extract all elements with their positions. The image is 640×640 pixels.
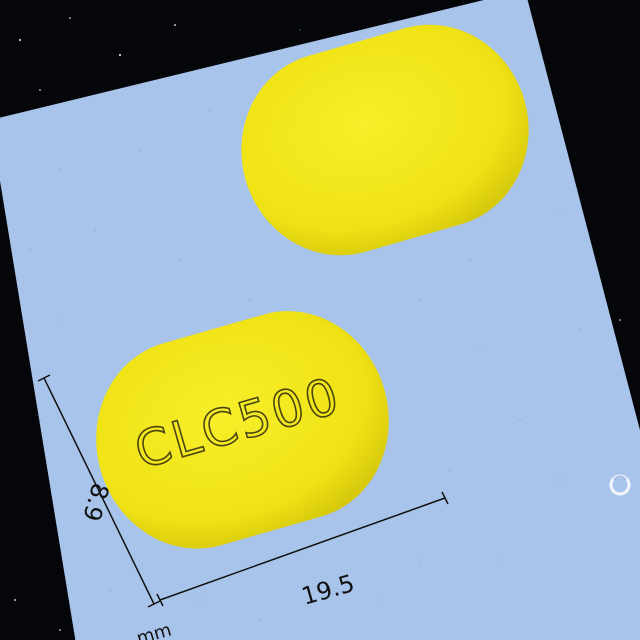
width-dimension	[156, 491, 449, 607]
watermark-logo-icon	[609, 474, 631, 496]
tablet-back	[241, 24, 529, 256]
height-dimension	[37, 374, 161, 608]
tablet-front	[96, 311, 389, 549]
card-speckles	[29, 19, 581, 621]
